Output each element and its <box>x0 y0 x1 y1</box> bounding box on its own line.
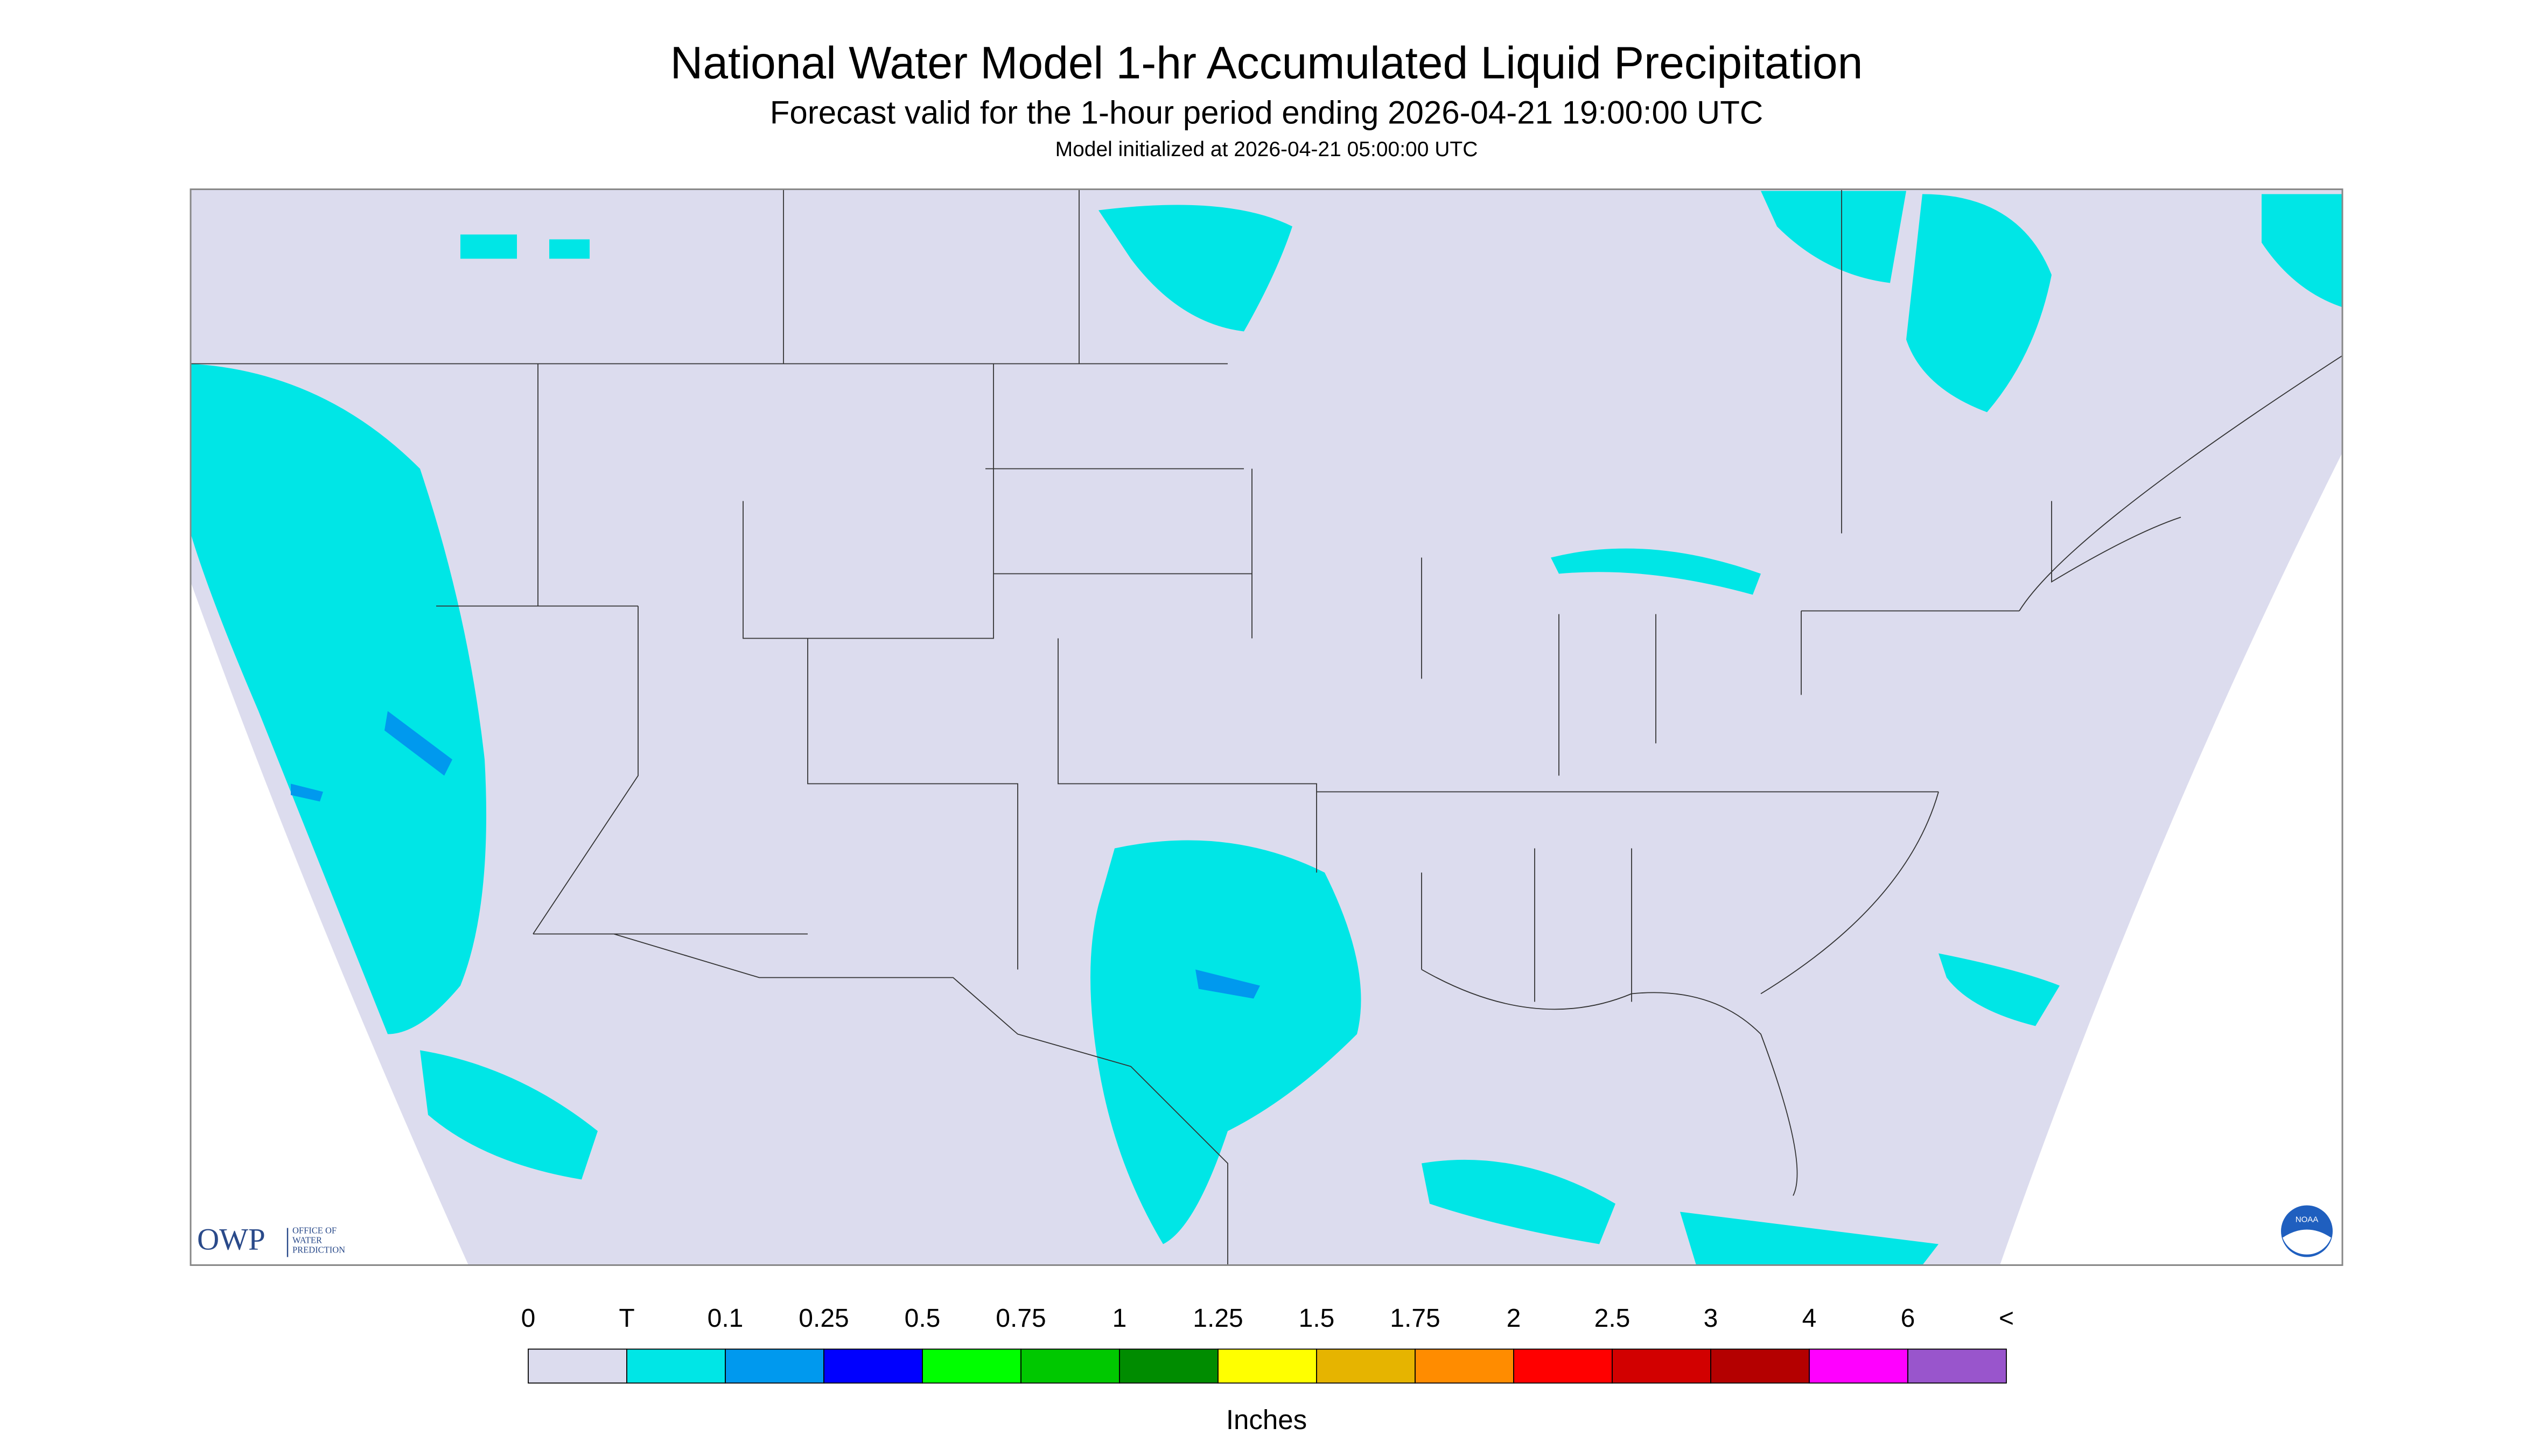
owp-logo: OWP OFFICE OF WATER PREDICTION <box>197 1223 345 1257</box>
legend-label: 6 <box>1901 1304 1915 1333</box>
legend-swatch <box>1513 1348 1613 1384</box>
legend: Inches 0 T 0.1 0.25 0.5 0.75 1 1.25 1.5 1.75 2 2.5 3… <box>521 1304 2014 1435</box>
noaa-wave <box>2283 1229 2331 1255</box>
boundaries <box>191 189 2343 1265</box>
legend-swatch <box>1415 1348 1514 1384</box>
legend-label: 0 <box>521 1304 536 1333</box>
precip-area <box>1939 953 2060 1026</box>
legend-swatch <box>1907 1348 2007 1384</box>
legend-swatch <box>1217 1348 1317 1384</box>
legend-label: 1.25 <box>1193 1304 1243 1333</box>
precip-area <box>460 234 590 259</box>
logo-short: OWP <box>197 1223 265 1257</box>
legend-label: 0.75 <box>996 1304 1046 1333</box>
legend-label: 2.5 <box>1594 1304 1631 1333</box>
map-frame <box>190 188 2343 1266</box>
model-domain <box>191 189 2342 1265</box>
precip-area <box>2262 194 2342 307</box>
title: National Water Model 1-hr Accumulated Li… <box>670 38 1863 88</box>
precip-area <box>1761 191 1906 283</box>
legend-unit: Inches <box>1226 1404 1307 1435</box>
precip-area <box>1090 840 1361 1244</box>
legend-swatch <box>1316 1348 1416 1384</box>
legend-label: 0.1 <box>708 1304 744 1333</box>
logo-long: WATER <box>292 1235 322 1245</box>
legend-swatch <box>725 1348 824 1384</box>
precip-areas <box>191 191 2342 1265</box>
precip-area <box>1680 1212 1939 1265</box>
legend-swatch <box>1119 1348 1219 1384</box>
legend-swatch <box>626 1348 726 1384</box>
precip-area <box>1906 194 2052 412</box>
legend-swatch <box>1809 1348 1908 1384</box>
logo-long: PREDICTION <box>292 1244 345 1255</box>
logo-long: OFFICE OF <box>292 1225 337 1235</box>
legend-swatch <box>1612 1348 1711 1384</box>
legend-label: 1.75 <box>1390 1304 1440 1333</box>
legend-label: < <box>1999 1304 2014 1333</box>
legend-label: T <box>619 1304 634 1333</box>
precip-area <box>1551 548 1761 595</box>
precip-area <box>1422 1159 1615 1244</box>
init-time: Model initialized at 2026-04-21 05:00:00… <box>1055 138 1478 161</box>
map <box>190 188 2343 1266</box>
legend-swatch <box>1020 1348 1120 1384</box>
legend-swatch <box>823 1348 923 1384</box>
precip-area <box>1098 205 1292 332</box>
legend-swatch <box>528 1348 627 1384</box>
legend-swatch <box>1710 1348 1810 1384</box>
subtitle: Forecast valid for the 1-hour period end… <box>770 94 1763 130</box>
legend-label: 1.5 <box>1299 1304 1335 1333</box>
precip-area <box>420 1050 598 1180</box>
legend-label: 0.5 <box>905 1304 941 1333</box>
legend-swatch <box>922 1348 1021 1384</box>
legend-label: 0.25 <box>799 1304 849 1333</box>
precip-area <box>191 363 486 1034</box>
legend-label: 1 <box>1112 1304 1127 1333</box>
legend-label: 2 <box>1507 1304 1521 1333</box>
noaa-logo: NOAA <box>2281 1205 2333 1257</box>
legend-label: 3 <box>1704 1304 1718 1333</box>
noaa-text: NOAA <box>2296 1215 2319 1224</box>
legend-label: 4 <box>1802 1304 1817 1333</box>
